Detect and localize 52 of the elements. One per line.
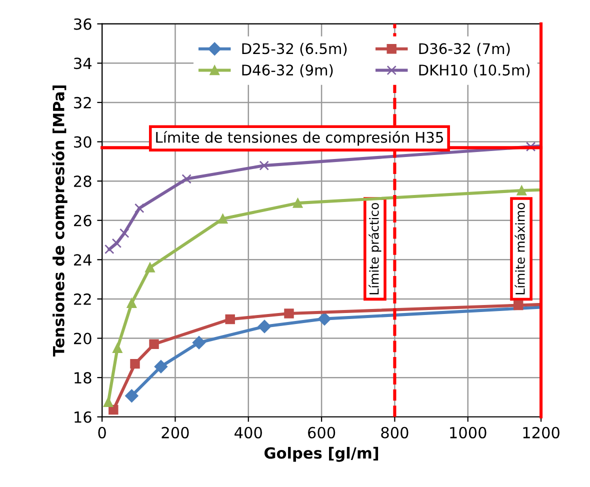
point <box>513 300 524 310</box>
legend-label: D25-32 (6.5m) <box>242 42 347 56</box>
x-tick-label: 400 <box>234 426 262 438</box>
x-tick-label: 1000 <box>450 426 486 438</box>
point <box>149 339 159 350</box>
legend-label: D36-32 (7m) <box>419 42 510 56</box>
point <box>218 214 228 224</box>
point <box>154 360 168 374</box>
ref-line-label: Límite práctico <box>368 202 382 294</box>
legend-label: D46-32 (9m) <box>242 64 333 78</box>
y-tick-label: 30 <box>74 136 92 148</box>
point <box>182 174 192 184</box>
point <box>112 343 122 353</box>
ref-line-label: Límite de tensiones de compresión H35 <box>156 131 443 146</box>
x-axis-title: Golpes [gl/m] <box>264 446 378 462</box>
y-tick-label: 34 <box>74 58 92 70</box>
x-tick-label: 1200 <box>523 426 560 438</box>
y-tick-label: 28 <box>74 176 92 188</box>
x-tick-label: 800 <box>381 426 408 438</box>
y-tick-label: 26 <box>74 214 92 226</box>
point <box>145 262 155 272</box>
point <box>318 312 332 326</box>
point <box>258 320 272 334</box>
point <box>516 186 527 196</box>
x-tick-label: 0 <box>98 426 106 438</box>
point <box>108 404 118 415</box>
point <box>112 238 122 248</box>
point <box>130 358 140 369</box>
y-tick-label: 36 <box>74 18 92 30</box>
point <box>192 336 206 350</box>
y-axis-title: Tensiones de compresión [MPa] <box>52 86 68 356</box>
y-tick-label: 32 <box>74 96 91 108</box>
ref-line-label: Límite máximo <box>514 202 525 294</box>
x-tick-label: 200 <box>162 426 189 438</box>
y-tick-label: 18 <box>74 372 92 384</box>
point <box>126 298 137 308</box>
x-tick-label: 600 <box>308 426 336 438</box>
point <box>259 160 269 170</box>
point <box>125 389 138 402</box>
point <box>284 308 294 318</box>
point <box>225 314 235 324</box>
legend-label: DKH10 (10.5m) <box>419 64 530 78</box>
point <box>134 203 144 214</box>
y-tick-label: 22 <box>74 293 91 305</box>
point <box>120 228 130 238</box>
point <box>104 244 114 254</box>
y-tick-label: 24 <box>74 254 92 266</box>
y-tick-label: 20 <box>74 332 92 344</box>
y-tick-label: 16 <box>74 411 92 423</box>
point <box>103 397 114 407</box>
point <box>292 198 303 208</box>
point <box>526 142 536 152</box>
